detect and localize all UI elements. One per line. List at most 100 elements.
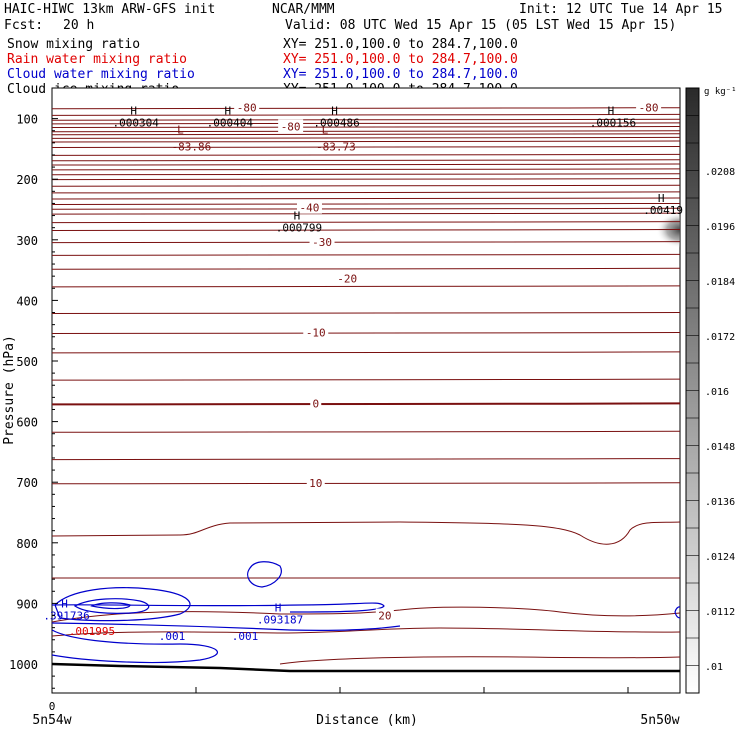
colorbar-unit: g kg⁻¹ [704, 87, 737, 97]
y-axis-title: Pressure (hPa) [2, 335, 17, 445]
isotherm [52, 402, 680, 406]
isotherm-label: -40 [300, 202, 320, 215]
isotherm-label-bg [278, 119, 304, 133]
distance-axis [51, 687, 629, 693]
colorbar-tick-label: .0196 [705, 222, 735, 233]
x-zero-label: 0 [49, 700, 56, 713]
cloud-water-contour [674, 606, 680, 619]
low-value: -83.86 [172, 141, 212, 154]
high-marker: H [294, 209, 301, 222]
header: HAIC-HIWC 13km ARW-GFS init NCAR/MMM Ini… [4, 2, 723, 33]
high-marker: H [225, 105, 232, 118]
high-marker: H [331, 105, 338, 118]
field-name: Snow mixing ratio [7, 37, 140, 52]
field-name: Rain water mixing ratio [7, 52, 187, 67]
y-tick-label: 700 [16, 476, 38, 490]
field-xy: XY= 251.0,100.0 to 284.7,100.0 [283, 67, 518, 82]
high-value: .000799 [276, 221, 322, 234]
isotherm [52, 606, 680, 623]
cloud-water-contour [247, 561, 282, 588]
fcst-value: 20 h [63, 18, 94, 33]
y-tick-label: 200 [16, 173, 38, 187]
center-label: NCAR/MMM [272, 2, 335, 17]
low-marker: L [177, 124, 184, 137]
high-marker: H [608, 105, 615, 118]
cloud-water-contours [52, 561, 680, 664]
isotherm-label-bg [309, 235, 335, 249]
colorbar-tick-label: .0184 [705, 277, 735, 288]
high-marker: H [130, 105, 137, 118]
y-tick-label: 400 [16, 294, 38, 308]
high-marker: H [275, 602, 282, 615]
colorbar-tick-label: .0148 [705, 442, 735, 453]
cloud-water-contour [54, 587, 191, 622]
init-time: Init: 12 UTC Tue 14 Apr 15 [519, 2, 723, 17]
x-left-label: 5n54w [32, 713, 71, 728]
cloud-water-value: .001 [159, 630, 186, 643]
cloud-water-contour [52, 622, 401, 631]
high-value: .000304 [112, 117, 159, 130]
y-tick-label: 100 [16, 113, 38, 127]
colorbar-tick-label: .0208 [705, 167, 735, 178]
isotherm-label: -10 [306, 327, 326, 340]
colorbar-tick-label: .0172 [705, 332, 735, 343]
y-tick-label: 900 [16, 597, 38, 611]
isotherm-labels: -80 -80 -80 -40 -30 -20 -10 0 10 20 [234, 100, 662, 623]
cloud-water-contour [73, 598, 150, 614]
high-value: .093187 [257, 614, 303, 627]
isotherm [52, 521, 680, 545]
y-tick-label: 300 [16, 234, 38, 248]
model-title: HAIC-HIWC 13km ARW-GFS init [4, 2, 215, 17]
isotherm-label-bg [334, 271, 360, 285]
high-value: .000156 [590, 117, 636, 130]
colorbar-tick-label: .01 [705, 662, 723, 673]
pressure-axis: 100 200 300 400 500 600 700 800 900 1000 [9, 113, 58, 689]
colorbar: .0208 .0196 .0184 .0172 .016 .0148 .0136 .0124.… [685, 87, 737, 694]
isotherm-label-bg [303, 325, 329, 339]
y-tick-label: 800 [16, 537, 38, 551]
fcst-label: Fcst: [4, 18, 43, 33]
y-tick-label: 600 [16, 416, 38, 430]
isotherm-label: -20 [337, 273, 357, 286]
high-value: .00419 [643, 204, 683, 217]
field-xy: XY= 251.0,100.0 to 284.7,100.0 [283, 37, 518, 52]
cloud-water-contour [52, 629, 219, 664]
colorbar-tick-label: .0124 [705, 552, 735, 563]
extrema-labels: H.000304L-83.86H.000404L-83.73H.000486H.… [43, 105, 683, 643]
isotherm-label: -80 [237, 102, 257, 115]
isotherm [279, 656, 680, 665]
isotherm-label: -80 [281, 120, 301, 133]
isotherm-label: 10 [309, 477, 322, 490]
y-tick-label: 1000 [9, 658, 38, 672]
isotherm-label-bg [234, 100, 260, 114]
isotherm-label-bg [296, 200, 322, 214]
field-name: Cloud water mixing ratio [7, 67, 195, 82]
x-axis-title: Distance (km) [316, 713, 418, 728]
isotherm-label: -80 [639, 102, 659, 115]
isotherm-label: 0 [312, 397, 319, 410]
low-marker: L [322, 124, 329, 137]
cloud-water-value: .001 [232, 630, 259, 643]
isotherm [52, 627, 680, 637]
high-value: .000404 [207, 117, 254, 130]
isotherm-label: 20 [378, 610, 391, 623]
colorbar-tick-label: .0112 [705, 607, 735, 618]
isotherm-label-bg [310, 396, 322, 410]
colorbar-tick-label: .016 [705, 387, 729, 398]
high-marker: H [61, 597, 68, 610]
isotherm-label-bg [306, 475, 325, 489]
field-xy: XY= 251.0,100.0 to 284.7,100.0 [283, 52, 518, 67]
colorbar-tick-label: .0136 [705, 497, 735, 508]
rain-value: .001995 [69, 625, 115, 638]
high-value: .000486 [313, 117, 359, 130]
low-value: -83.73 [316, 141, 356, 154]
valid-time: Valid: 08 UTC Wed 15 Apr 15 (05 LST Wed … [285, 18, 676, 33]
surface-line [52, 662, 680, 673]
isotherm-label-bg [636, 100, 662, 114]
x-right-label: 5n50w [640, 713, 679, 728]
y-tick-label: 500 [16, 355, 38, 369]
high-marker: H [658, 192, 665, 205]
high-value: .391736 [43, 609, 89, 622]
